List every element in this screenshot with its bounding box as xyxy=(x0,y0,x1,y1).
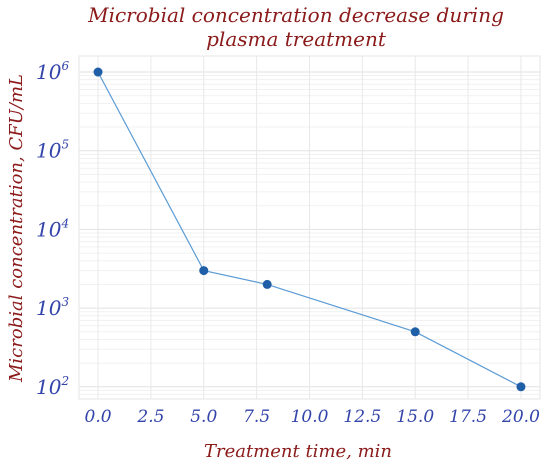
chart-title-line-2: plasma treatment xyxy=(206,27,387,51)
data-point xyxy=(516,382,526,392)
chart-title-line-1: Microbial concentration decrease during xyxy=(87,3,504,27)
y-axis-label: Microbial concentration, CFU/mL xyxy=(6,74,27,383)
y-tick-label: 105 xyxy=(36,138,69,163)
x-tick-label: 12.5 xyxy=(343,407,381,427)
y-tick-label: 106 xyxy=(36,59,69,84)
x-tick-label: 2.5 xyxy=(136,407,164,427)
data-point xyxy=(262,279,272,289)
data-point xyxy=(93,67,103,77)
x-tick-labels: 0.0 2.5 5.0 7.5 10.0 12.5 15.0 17.5 20.0 xyxy=(85,407,541,427)
x-tick-label: 0.0 xyxy=(85,407,112,427)
x-axis-label: Treatment time, min xyxy=(204,441,392,462)
grid xyxy=(79,56,540,400)
plot-area xyxy=(78,55,541,400)
x-tick-label: 15.0 xyxy=(396,407,434,427)
data-point xyxy=(199,266,209,276)
x-tick-label: 20.0 xyxy=(501,407,540,427)
y-tick-labels: 102 103 104 105 106 xyxy=(36,59,69,399)
y-tick-label: 103 xyxy=(36,295,69,320)
x-tick-label: 7.5 xyxy=(243,407,270,427)
series-markers xyxy=(93,67,526,392)
x-tick-label: 5.0 xyxy=(190,407,217,427)
data-point xyxy=(410,327,420,337)
x-tick-label: 10.0 xyxy=(291,407,329,427)
y-tick-label: 102 xyxy=(36,374,69,399)
x-tick-label: 17.5 xyxy=(449,407,487,427)
y-tick-label: 104 xyxy=(36,216,69,241)
